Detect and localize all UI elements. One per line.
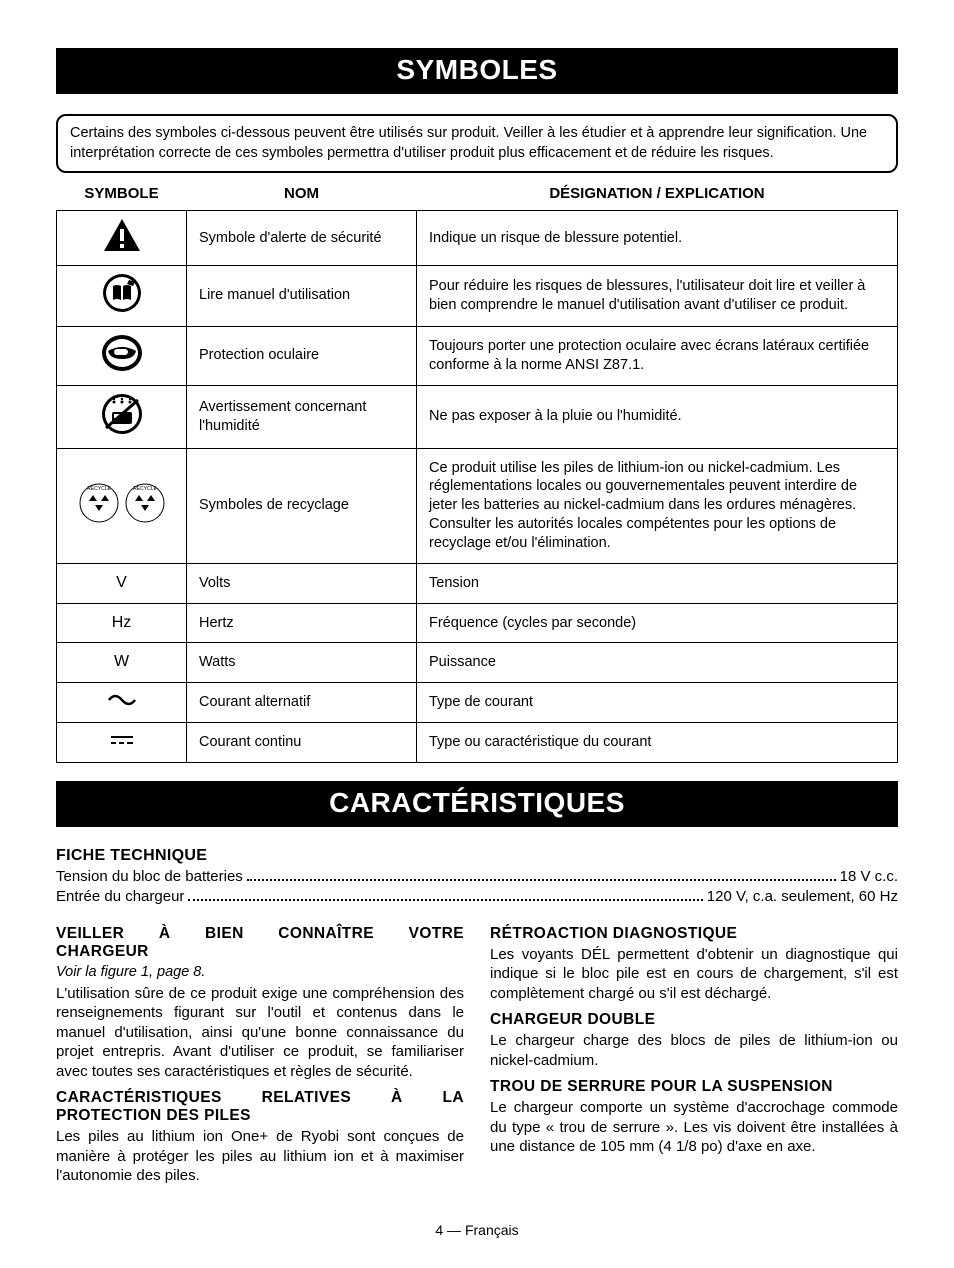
- page: SYMBOLES Certains des symboles ci-dessou…: [0, 0, 954, 1268]
- symbol-cell: [57, 385, 187, 448]
- table-row: Avertissement concernant l'humidité Ne p…: [57, 385, 898, 448]
- table-row: Hz Hertz Fréquence (cycles par seconde): [57, 603, 898, 643]
- table-row: Lire manuel d'utilisation Pour réduire l…: [57, 265, 898, 326]
- name-cell: Volts: [187, 563, 417, 603]
- paragraph: Les piles au lithium ion One+ de Ryobi s…: [56, 1127, 464, 1186]
- desc-cell: Toujours porter une protection oculaire …: [417, 326, 898, 385]
- paragraph: Le chargeur charge des blocs de piles de…: [490, 1031, 898, 1070]
- name-cell: Avertissement concernant l'humidité: [187, 385, 417, 448]
- wet-conditions-icon: [100, 392, 144, 436]
- figure-reference: Voir la figure 1, page 8.: [56, 964, 464, 980]
- spec-label: Entrée du chargeur: [56, 888, 184, 905]
- ac-current-icon: [107, 692, 137, 708]
- table-row: V Volts Tension: [57, 563, 898, 603]
- table-row: Symbole d'alerte de sécurité Indique un …: [57, 211, 898, 266]
- paragraph: Les voyants DÉL permettent d'obtenir un …: [490, 945, 898, 1004]
- spec-value: 120 V, c.a. seulement, 60 Hz: [707, 888, 898, 905]
- desc-cell: Pour réduire les risques de blessures, l…: [417, 265, 898, 326]
- spec-value: 18 V c.c.: [840, 868, 898, 885]
- desc-cell: Type de courant: [417, 683, 898, 723]
- symbol-cell: [57, 265, 187, 326]
- desc-cell: Tension: [417, 563, 898, 603]
- symbol-cell: [57, 211, 187, 266]
- name-cell: Lire manuel d'utilisation: [187, 265, 417, 326]
- symbol-cell: RECYCLE RECYCLE: [57, 448, 187, 563]
- table-row: RECYCLE RECYCLE Symboles de recyclage Ce…: [57, 448, 898, 563]
- heading-veiller: VEILLER À BIEN CONNAÎTRE VOTRE CHARGEUR: [56, 925, 464, 961]
- svg-text:RECYCLE: RECYCLE: [133, 486, 157, 492]
- name-cell: Courant continu: [187, 723, 417, 763]
- heading-line: PROTECTION DES PILES: [56, 1107, 251, 1125]
- name-cell: Protection oculaire: [187, 326, 417, 385]
- symbols-table: SYMBOLE NOM DÉSIGNATION / EXPLICATION Sy…: [56, 179, 898, 763]
- two-column-body: VEILLER À BIEN CONNAÎTRE VOTRE CHARGEUR …: [56, 919, 898, 1194]
- desc-cell: Ne pas exposer à la pluie ou l'humidité.: [417, 385, 898, 448]
- table-row: W Watts Puissance: [57, 643, 898, 683]
- header-nom: NOM: [187, 179, 417, 211]
- left-column: VEILLER À BIEN CONNAÎTRE VOTRE CHARGEUR …: [56, 919, 464, 1194]
- heading-retroaction: RÉTROACTION DIAGNOSTIQUE: [490, 925, 898, 943]
- header-designation: DÉSIGNATION / EXPLICATION: [417, 179, 898, 211]
- name-cell: Watts: [187, 643, 417, 683]
- desc-cell: Ce produit utilise les piles de lithium-…: [417, 448, 898, 563]
- paragraph: L'utilisation sûre de ce produit exige u…: [56, 984, 464, 1082]
- symbol-cell: W: [57, 643, 187, 683]
- heading-chargeur-double: CHARGEUR DOUBLE: [490, 1011, 898, 1029]
- svg-text:RECYCLE: RECYCLE: [87, 486, 111, 492]
- heading-line: CHARGEUR: [56, 943, 149, 961]
- spec-label: Tension du bloc de batteries: [56, 868, 243, 885]
- symbol-cell: [57, 326, 187, 385]
- desc-cell: Fréquence (cycles par seconde): [417, 603, 898, 643]
- desc-cell: Indique un risque de blessure potentiel.: [417, 211, 898, 266]
- table-row: Protection oculaire Toujours porter une …: [57, 326, 898, 385]
- symbol-cell: [57, 723, 187, 763]
- dc-current-icon: [109, 734, 135, 746]
- desc-cell: Type ou caractéristique du courant: [417, 723, 898, 763]
- name-cell: Hertz: [187, 603, 417, 643]
- name-cell: Symboles de recyclage: [187, 448, 417, 563]
- name-cell: Symbole d'alerte de sécurité: [187, 211, 417, 266]
- heading-trou-serrure: TROU DE SERRURE POUR LA SUSPENSION: [490, 1078, 898, 1096]
- symbol-cell: [57, 683, 187, 723]
- symbol-cell: V: [57, 563, 187, 603]
- section-banner-caracteristiques: CARACTÉRISTIQUES: [56, 781, 898, 827]
- name-cell: Courant alternatif: [187, 683, 417, 723]
- intro-box: Certains des symboles ci-dessous peuvent…: [56, 114, 898, 173]
- spec-line: Tension du bloc de batteries 18 V c.c.: [56, 868, 898, 885]
- symbol-cell: Hz: [57, 603, 187, 643]
- table-row: Courant alternatif Type de courant: [57, 683, 898, 723]
- eye-protection-icon: [100, 333, 144, 373]
- read-manual-icon: [101, 272, 143, 314]
- section-banner-symboles: SYMBOLES: [56, 48, 898, 94]
- spec-line: Entrée du chargeur 120 V, c.a. seulement…: [56, 888, 898, 905]
- table-header-row: SYMBOLE NOM DÉSIGNATION / EXPLICATION: [57, 179, 898, 211]
- fiche-technique-title: FICHE TECHNIQUE: [56, 847, 898, 865]
- leader-dots: [247, 869, 836, 881]
- paragraph: Le chargeur comporte un système d'accroc…: [490, 1098, 898, 1157]
- right-column: RÉTROACTION DIAGNOSTIQUE Les voyants DÉL…: [490, 919, 898, 1194]
- recycle-icon: RECYCLE RECYCLE: [77, 479, 167, 527]
- heading-line: VEILLER À BIEN CONNAÎTRE VOTRE: [56, 925, 464, 942]
- safety-alert-icon: [102, 217, 142, 253]
- page-number: 4 — Français: [56, 1222, 898, 1238]
- desc-cell: Puissance: [417, 643, 898, 683]
- heading-line: CARACTÉRISTIQUES RELATIVES À LA: [56, 1089, 464, 1106]
- header-symbole: SYMBOLE: [57, 179, 187, 211]
- leader-dots: [188, 889, 702, 901]
- table-row: Courant continu Type ou caractéristique …: [57, 723, 898, 763]
- heading-caracteristiques-piles: CARACTÉRISTIQUES RELATIVES À LA PROTECTI…: [56, 1089, 464, 1125]
